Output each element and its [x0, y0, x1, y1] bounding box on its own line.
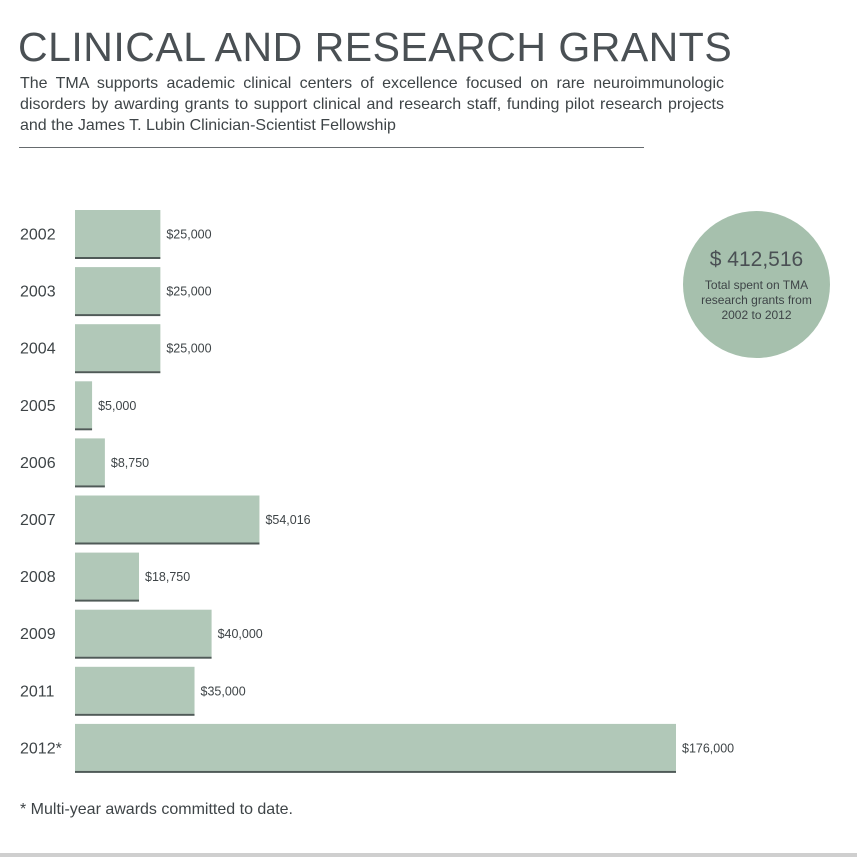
value-label: $25,000	[166, 342, 211, 356]
bar-2012	[75, 723, 676, 771]
bar-baseline-2006	[75, 485, 105, 488]
bar-2009	[75, 609, 212, 657]
bar-2002	[75, 210, 161, 257]
year-label: 2006	[20, 455, 56, 472]
year-label: 2003	[20, 284, 56, 301]
value-label: $25,000	[166, 228, 211, 242]
year-label: 2008	[20, 569, 56, 586]
bar-baseline-2004	[75, 371, 161, 374]
value-label: $8,750	[111, 456, 149, 470]
bar-2008	[75, 552, 140, 600]
bar-baseline-2005	[75, 428, 93, 431]
bar-baseline-2007	[75, 542, 260, 545]
bar-baseline-2009	[75, 656, 212, 659]
value-label: $35,000	[201, 684, 246, 698]
total-summary-circle: $ 412,516 Total spent on TMA research gr…	[683, 211, 830, 358]
bar-baseline-2003	[75, 314, 161, 317]
value-label: $25,000	[166, 285, 211, 299]
year-label: 2007	[20, 512, 56, 529]
bar-baseline-2002	[75, 257, 161, 259]
value-label: $5,000	[98, 399, 136, 413]
bar-baseline-2011	[75, 713, 195, 716]
footnote: * Multi-year awards committed to date.	[20, 801, 293, 818]
total-caption: Total spent on TMA research grants from …	[701, 278, 812, 322]
page-subtitle: The TMA supports academic clinical cente…	[20, 75, 724, 134]
bar-2006	[75, 438, 105, 486]
bottom-divider	[0, 853, 857, 857]
bar-baseline-2012	[75, 770, 676, 773]
year-label: 2005	[20, 398, 56, 415]
bar-2007	[75, 495, 260, 543]
bar-2004	[75, 324, 161, 372]
value-label: $40,000	[218, 627, 263, 641]
year-label: 2004	[20, 341, 56, 358]
bar-2011	[75, 666, 195, 714]
value-label: $18,750	[145, 570, 190, 584]
bar-2005	[75, 381, 93, 429]
page-title: CLINICAL AND RESEARCH GRANTS	[18, 24, 733, 70]
total-amount: $ 412,516	[709, 248, 804, 271]
year-label: 2011	[20, 683, 55, 700]
year-label: 2002	[20, 227, 56, 244]
value-label: $176,000	[682, 741, 734, 755]
bar-baseline-2008	[75, 599, 140, 602]
year-label: 2012*	[20, 740, 62, 757]
value-label: $54,016	[265, 513, 310, 527]
year-label: 2009	[20, 626, 56, 643]
title-divider	[19, 147, 644, 148]
bar-2003	[75, 267, 161, 315]
